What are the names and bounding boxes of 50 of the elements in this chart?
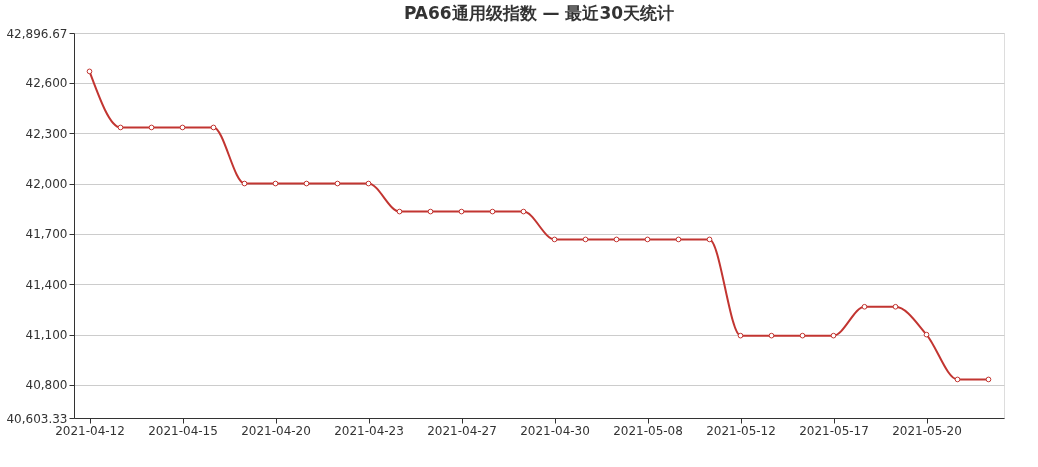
- point: [272, 180, 279, 187]
- x-tick-label: 2021-05-20: [892, 423, 962, 438]
- point: [303, 180, 310, 187]
- point: [706, 236, 713, 243]
- point: [210, 124, 217, 131]
- x-tick-label: 2021-05-12: [706, 423, 776, 438]
- point: [489, 208, 496, 215]
- point: [861, 303, 868, 310]
- point: [117, 124, 124, 131]
- point: [458, 208, 465, 215]
- y-tick-label: 41,400: [25, 277, 68, 292]
- point: [892, 303, 899, 310]
- point: [923, 331, 930, 338]
- y-tick-label: 42,300: [25, 126, 68, 141]
- x-tick-label: 2021-04-30: [520, 423, 590, 438]
- y-tick-label: 42,000: [25, 177, 68, 192]
- point: [241, 180, 248, 187]
- x-tick-label: 2021-05-17: [799, 423, 869, 438]
- y-tick-label: 41,700: [25, 227, 68, 242]
- chart-title: PA66通用级指数 — 最近30天统计: [403, 3, 675, 23]
- point: [520, 208, 527, 215]
- point: [737, 332, 744, 339]
- y-tick-label: 40,603.33: [6, 411, 68, 426]
- y-tick-label: 41,100: [25, 328, 68, 343]
- x-tick-label: 2021-05-08: [613, 423, 683, 438]
- x-tick-label: 2021-04-23: [334, 423, 404, 438]
- x-tick-label: 2021-04-15: [148, 423, 218, 438]
- point: [675, 236, 682, 243]
- x-tick-label: 2021-04-27: [427, 423, 497, 438]
- y-tick-label: 40,800: [25, 378, 68, 393]
- point: [551, 236, 558, 243]
- point: [644, 236, 651, 243]
- x-tick-label: 2021-04-12: [55, 423, 125, 438]
- point: [148, 124, 155, 131]
- point: [768, 332, 775, 339]
- y-tick-label: 42,896.67: [6, 26, 68, 41]
- point: [427, 208, 434, 215]
- point: [582, 236, 589, 243]
- point: [396, 208, 403, 215]
- y-tick-label: 42,600: [25, 76, 68, 91]
- point: [954, 376, 961, 383]
- point: [86, 68, 93, 75]
- point: [799, 332, 806, 339]
- point: [985, 376, 992, 383]
- point: [365, 180, 372, 187]
- point: [179, 124, 186, 131]
- x-tick-label: 2021-04-20: [241, 423, 311, 438]
- point: [334, 180, 341, 187]
- point: [830, 332, 837, 339]
- point: [613, 236, 620, 243]
